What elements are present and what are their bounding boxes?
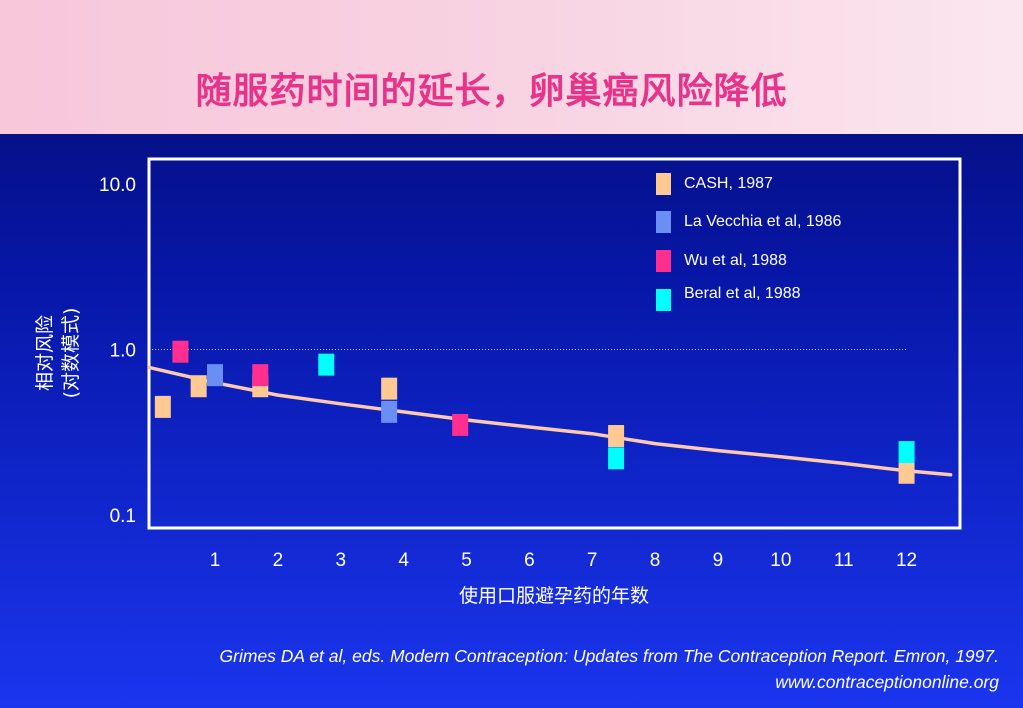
- y-axis-label-line-2: (对数模式): [60, 307, 82, 399]
- slide-title: 随服药时间的延长，卵巢癌风险降低: [195, 71, 788, 112]
- data-point: [172, 340, 189, 363]
- x-tick-label: 4: [398, 550, 409, 571]
- trend-line: [147, 365, 953, 477]
- y-tick-label: 10.0: [99, 175, 136, 196]
- legend-label: Beral et al, 1988: [684, 285, 801, 302]
- x-tick-label: 7: [587, 550, 598, 571]
- x-tick-label: 11: [834, 550, 854, 571]
- data-point: [381, 400, 398, 423]
- y-axis-label-line-1: 相对风险: [34, 314, 56, 392]
- x-axis-label: 使用口服避孕药的年数: [458, 585, 649, 607]
- data-point: [608, 425, 625, 448]
- legend-swatch: [656, 289, 671, 311]
- y-tick-label: 0.1: [110, 506, 136, 527]
- data-point: [207, 364, 224, 387]
- plot-frame: [147, 157, 962, 530]
- legend-swatch: [656, 173, 671, 195]
- citation-line-1: Grimes DA et al, eds. Modern Contracepti…: [219, 646, 999, 666]
- data-point: [452, 413, 469, 436]
- data-point: [154, 395, 171, 418]
- data-point: [252, 364, 269, 387]
- x-tick-label: 3: [335, 550, 346, 571]
- data-point: [318, 353, 335, 376]
- header-banner: [0, 0, 1023, 134]
- x-tick-label: 9: [713, 550, 724, 571]
- x-tick-label: 1: [210, 550, 221, 571]
- x-tick-label: 8: [650, 550, 661, 571]
- data-point: [608, 447, 625, 470]
- x-tick-label: 10: [770, 550, 791, 571]
- x-tick-label: 12: [896, 550, 917, 571]
- citation: Grimes DA et al, eds. Modern Contracepti…: [220, 643, 999, 695]
- data-point: [190, 375, 207, 398]
- legend-label: Wu et al, 1988: [684, 252, 787, 269]
- data-point: [898, 461, 915, 484]
- citation-line-2: www.contraceptiononline.org: [775, 672, 999, 692]
- legend-label: La Vecchia et al, 1986: [684, 213, 842, 230]
- y-tick-label: 1.0: [110, 341, 136, 362]
- x-tick-label: 6: [524, 550, 535, 571]
- data-point: [898, 441, 915, 464]
- legend-swatch: [656, 211, 671, 233]
- legend-label: CASH, 1987: [684, 175, 773, 192]
- legend-swatch: [656, 250, 671, 272]
- data-point: [381, 377, 398, 400]
- x-tick-label: 2: [273, 550, 284, 571]
- x-tick-label: 5: [461, 550, 472, 571]
